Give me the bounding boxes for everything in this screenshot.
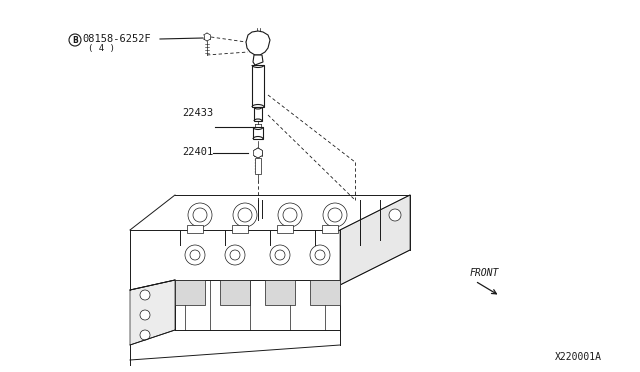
Circle shape (188, 203, 212, 227)
Polygon shape (253, 127, 263, 139)
Polygon shape (246, 31, 270, 55)
Text: X220001A: X220001A (555, 352, 602, 362)
Bar (187, 225, 203, 233)
Circle shape (140, 310, 150, 320)
Bar (277, 225, 293, 233)
Circle shape (185, 245, 205, 265)
Circle shape (310, 245, 330, 265)
Circle shape (230, 250, 240, 260)
Circle shape (225, 245, 245, 265)
Text: ( 4 ): ( 4 ) (88, 44, 115, 52)
Text: FRONT: FRONT (470, 268, 499, 278)
Circle shape (275, 250, 285, 260)
Bar (255, 158, 261, 174)
Bar (232, 225, 248, 233)
Circle shape (278, 203, 302, 227)
Polygon shape (340, 195, 410, 285)
Circle shape (140, 290, 150, 300)
Circle shape (140, 330, 150, 340)
Circle shape (283, 208, 297, 222)
Polygon shape (130, 280, 175, 345)
Circle shape (270, 245, 290, 265)
Polygon shape (175, 280, 205, 305)
Circle shape (323, 203, 347, 227)
Bar (252, 65, 264, 107)
Bar (322, 225, 338, 233)
Polygon shape (253, 55, 263, 65)
Polygon shape (310, 280, 340, 305)
Polygon shape (265, 280, 295, 305)
Circle shape (328, 208, 342, 222)
Text: 22433: 22433 (182, 108, 213, 118)
Bar (254, 107, 262, 121)
Circle shape (193, 208, 207, 222)
Text: 22401: 22401 (182, 147, 213, 157)
Text: 08158-6252F: 08158-6252F (82, 34, 151, 44)
Polygon shape (253, 148, 262, 158)
Circle shape (69, 34, 81, 46)
Polygon shape (220, 280, 250, 305)
Text: B: B (72, 35, 78, 45)
Circle shape (238, 208, 252, 222)
Circle shape (389, 209, 401, 221)
Circle shape (190, 250, 200, 260)
Circle shape (315, 250, 325, 260)
Circle shape (233, 203, 257, 227)
